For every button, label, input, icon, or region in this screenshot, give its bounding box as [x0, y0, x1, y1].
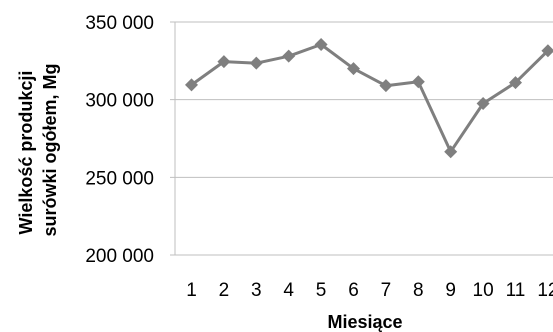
x-tick-label: 5 [316, 280, 327, 301]
x-tick-label: 7 [381, 280, 392, 301]
x-tick-labels: 123456789101112 [186, 280, 553, 301]
x-tick-label: 2 [219, 280, 230, 301]
x-tick-label: 3 [251, 280, 262, 301]
y-axis-title: Wielkość produkcji surówki ogółem, Mg [16, 63, 60, 236]
x-tick-label: 12 [537, 280, 553, 301]
x-tick-label: 6 [348, 280, 359, 301]
x-tick-label: 10 [473, 280, 494, 301]
x-tick-label: 4 [283, 280, 294, 301]
y-tick-labels: 200 000 250 000 300 000 350 000 [85, 13, 154, 267]
y-axis-title-line-1: Wielkość produkcji [16, 71, 36, 235]
x-axis-title: Miesiące [327, 312, 402, 332]
data-point-marker [379, 79, 392, 92]
y-tick-label: 250 000 [85, 168, 154, 189]
data-point-marker [282, 50, 295, 63]
y-tick-label: 200 000 [85, 246, 154, 267]
x-tick-label: 1 [186, 280, 197, 301]
x-tick-label: 11 [506, 280, 526, 301]
x-tick-label: 9 [445, 280, 456, 301]
series-polyline [192, 45, 548, 152]
y-tick-label: 300 000 [85, 91, 154, 112]
gridlines [170, 22, 553, 255]
y-tick-label: 350 000 [85, 13, 154, 34]
x-tick-label: 8 [413, 280, 424, 301]
data-point-marker [250, 57, 263, 70]
data-points [185, 38, 553, 158]
data-point-marker [412, 75, 425, 88]
series-line [192, 45, 548, 152]
y-axis-title-line-2: surówki ogółem, Mg [40, 63, 60, 236]
